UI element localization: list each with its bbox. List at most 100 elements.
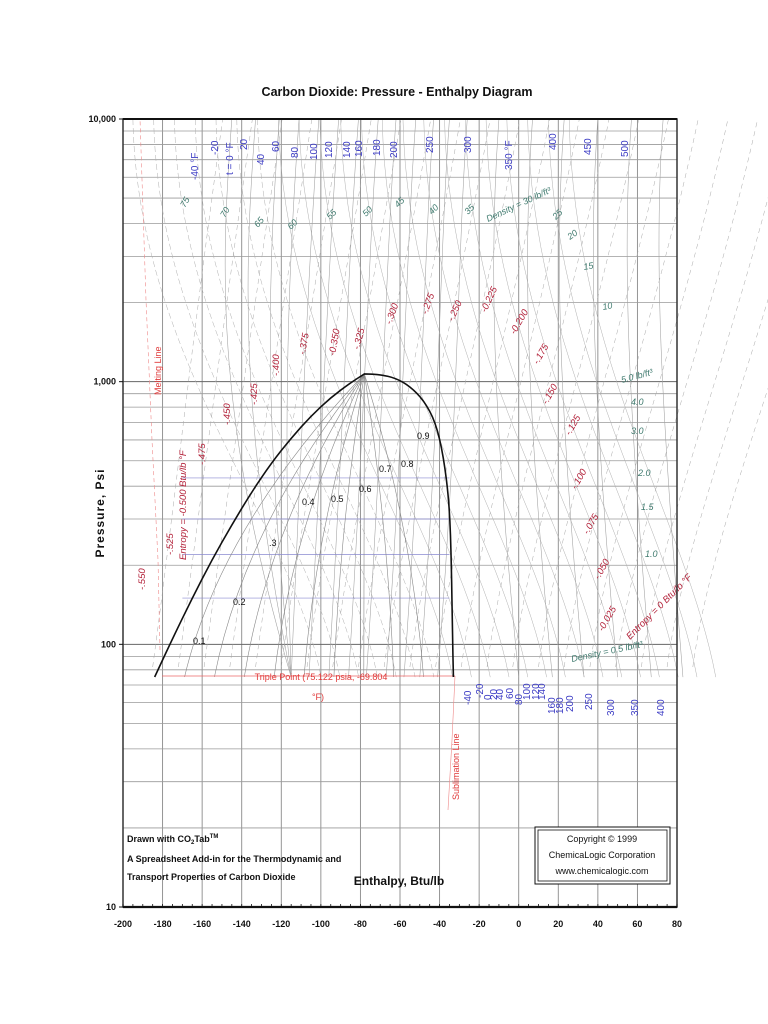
isotherm-label: 40 bbox=[256, 153, 267, 165]
isotherm-label: 160 bbox=[354, 140, 365, 157]
saturation-dome bbox=[153, 373, 455, 678]
isotherm-label-bottom: 250 bbox=[584, 693, 595, 710]
isotherm-label-bottom: 80 bbox=[514, 693, 525, 705]
entropy-label: -0.350 bbox=[327, 327, 343, 356]
x-tick-label: -100 bbox=[312, 919, 330, 929]
svg-text:Drawn with CO2TabTM: Drawn with CO2TabTM bbox=[127, 834, 218, 846]
isotherm-label-bottom: 40 bbox=[495, 688, 506, 700]
x-tick-label: -160 bbox=[193, 919, 211, 929]
y-tick-label: 1,000 bbox=[93, 377, 116, 387]
entropy-label: -.375 bbox=[297, 332, 312, 356]
phase-boundary-lines bbox=[139, 118, 456, 811]
drawn-with-note: Drawn with CO2TabTM A Spreadsheet Add-in… bbox=[127, 834, 341, 882]
entropy-label: -.450 bbox=[222, 403, 233, 425]
isotherm-label-bottom: 20 bbox=[489, 688, 500, 700]
isotherm-label-bottom: -40 bbox=[463, 690, 474, 705]
isotherm-label: 450 bbox=[583, 138, 594, 155]
density-lines bbox=[152, 118, 768, 668]
entropy-label: Entropy = -0.500 Btu/lb °F bbox=[178, 449, 189, 560]
isotherm-label-bottom: 140 bbox=[537, 683, 548, 700]
x-tick-label: -180 bbox=[154, 919, 172, 929]
density-label: 2.0 bbox=[637, 468, 651, 478]
x-tick-label: -120 bbox=[272, 919, 290, 929]
isotherm-label-bottom: 100 bbox=[522, 683, 533, 700]
density-label: 15 bbox=[583, 260, 596, 272]
y-tick-label: 100 bbox=[101, 639, 116, 649]
triple-point-label-line1: Triple Point (75.122 psia, -69.804 bbox=[255, 672, 388, 682]
isotherm-label-bottom: 0 bbox=[483, 694, 494, 700]
drawn-with-tm: TM bbox=[210, 834, 219, 840]
copyright-line3: www.chemicalogic.com bbox=[554, 866, 648, 876]
copyright-line2: ChemicaLogic Corporation bbox=[549, 850, 656, 860]
quality-lines bbox=[184, 373, 424, 678]
entropy-lines bbox=[132, 118, 717, 678]
isotherm-label: 300 bbox=[463, 136, 474, 153]
isotherm-label-bottom: 60 bbox=[505, 687, 516, 699]
x-axis-label: Enthalpy, Btu/lb bbox=[354, 874, 444, 888]
x-axis-ticks: -200 -180 -160 -140 -120 -100 -80 -60 -40 -20 0 20 4… bbox=[114, 904, 682, 929]
quality-label: 0.8 bbox=[401, 459, 414, 469]
x-tick-label: -40 bbox=[433, 919, 446, 929]
isotherm-label: 250 bbox=[425, 136, 436, 153]
drawn-with-tab: Tab bbox=[194, 834, 210, 844]
isotherm-label: 140 bbox=[342, 141, 353, 158]
quality-label: 0.4 bbox=[302, 497, 315, 507]
isotherm-label-bottom: 160 bbox=[547, 697, 558, 714]
isotherm-label: -40 °F bbox=[190, 153, 201, 180]
x-tick-label: -80 bbox=[354, 919, 367, 929]
copyright-box: Copyright © 1999 ChemicaLogic Corporatio… bbox=[534, 826, 671, 885]
entropy-label: -.525 bbox=[165, 533, 176, 555]
isotherm-label: 120 bbox=[324, 141, 335, 158]
isotherm-label-bottom: -20 bbox=[475, 683, 486, 698]
isotherm-label-bottom: 200 bbox=[565, 695, 576, 712]
x-tick-label: 80 bbox=[672, 919, 682, 929]
entropy-label: -.425 bbox=[249, 383, 260, 405]
drawn-with-prefix: Drawn with CO bbox=[127, 834, 191, 844]
copyright-line1: Copyright © 1999 bbox=[567, 834, 637, 844]
density-label: 70 bbox=[218, 205, 232, 219]
y-tick-label: 10,000 bbox=[88, 114, 116, 124]
x-tick-label: -60 bbox=[393, 919, 406, 929]
x-tick-label: 60 bbox=[632, 919, 642, 929]
isotherm-label: 80 bbox=[290, 146, 301, 158]
x-tick-label: -140 bbox=[233, 919, 251, 929]
density-label: 1.0 bbox=[645, 549, 658, 559]
x-tick-label: 20 bbox=[553, 919, 563, 929]
isotherm-label: 500 bbox=[620, 140, 631, 157]
triple-point-label-line2: °F) bbox=[312, 692, 324, 702]
x-tick-label: -20 bbox=[473, 919, 486, 929]
quality-label: 0.2 bbox=[233, 597, 246, 607]
isotherm-label: 100 bbox=[309, 143, 320, 160]
x-tick-label: -200 bbox=[114, 919, 132, 929]
x-tick-label: 0 bbox=[516, 919, 521, 929]
y-axis-ticks: 10 100 1,000 10,000 bbox=[88, 114, 123, 912]
isotherm-label-bottom: 400 bbox=[656, 699, 667, 716]
chart-title: Carbon Dioxide: Pressure - Enthalpy Diag… bbox=[262, 85, 533, 99]
y-tick-label: 10 bbox=[106, 902, 116, 912]
quality-label: 0.1 bbox=[193, 636, 206, 646]
isotherm-label-bottom: 120 bbox=[531, 683, 542, 700]
isotherm-label: 60 bbox=[271, 140, 282, 152]
isotherm-label: 200 bbox=[389, 141, 400, 158]
isotherm-label: 180 bbox=[372, 139, 383, 156]
isotherm-label: -20 bbox=[210, 140, 221, 155]
entropy-label: -.400 bbox=[271, 354, 282, 376]
entropy-label: -.475 bbox=[197, 443, 208, 465]
drawn-with-line3: Transport Properties of Carbon Dioxide bbox=[127, 872, 296, 882]
density-label: 4.0 bbox=[631, 397, 644, 407]
quality-label: 0.7 bbox=[379, 464, 392, 474]
quality-label: 0.5 bbox=[331, 494, 344, 504]
density-label: 1.5 bbox=[641, 502, 655, 512]
quality-label: 0.6 bbox=[359, 484, 372, 494]
isotherm-label: 20 bbox=[239, 138, 250, 150]
density-label: 3.0 bbox=[631, 426, 644, 436]
isotherm-label-bottom: 350 bbox=[630, 699, 641, 716]
isotherm-label: 350 °F bbox=[504, 140, 515, 170]
sublimation-line-label: Sublimation Line bbox=[451, 733, 461, 800]
y-axis-label: Pressure, Psi bbox=[93, 468, 107, 557]
drawn-with-line2: A Spreadsheet Add-in for the Thermodynam… bbox=[127, 854, 341, 864]
isotherm-label-bottom: 300 bbox=[606, 699, 617, 716]
x-tick-label: 40 bbox=[593, 919, 603, 929]
entropy-label: -.550 bbox=[137, 568, 148, 590]
